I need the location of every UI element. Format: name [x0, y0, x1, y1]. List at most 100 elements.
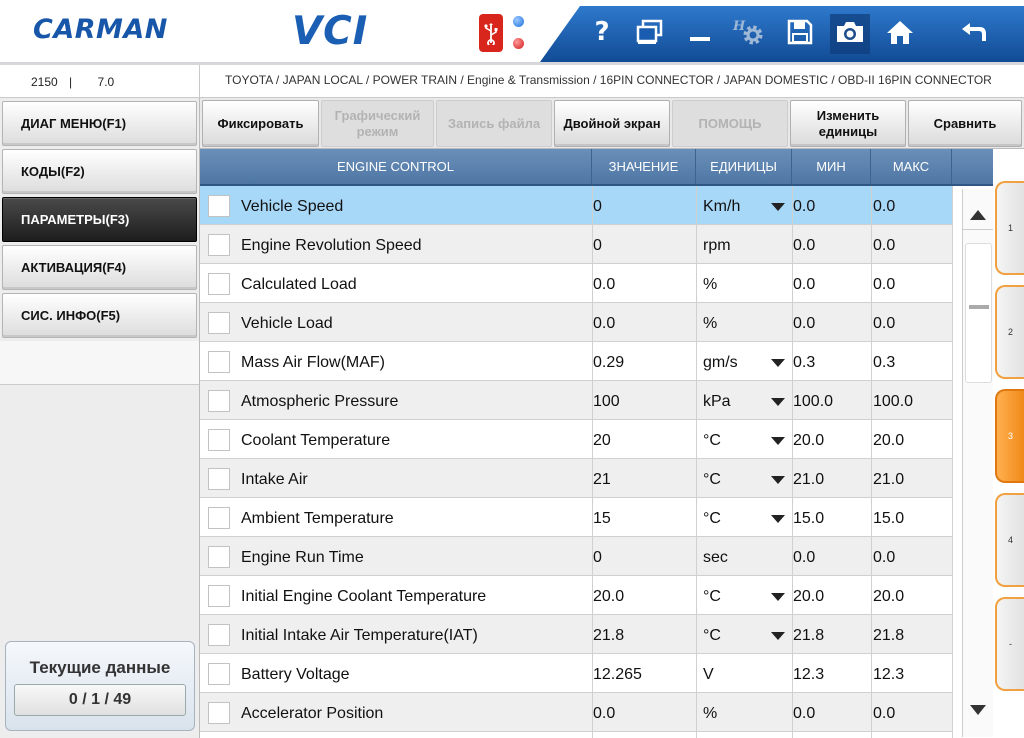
parameter-max: 100.0: [873, 393, 914, 410]
column-header-max: МАКС: [871, 149, 952, 184]
page-tab-1[interactable]: 1: [995, 181, 1024, 275]
row-checkbox[interactable]: [208, 351, 230, 373]
parameter-min: 12.3: [793, 666, 825, 683]
page-tab-4[interactable]: 4: [995, 493, 1024, 587]
unit-dropdown-arrow-icon[interactable]: [771, 515, 785, 523]
table-scrollbar[interactable]: [962, 189, 994, 737]
freeze-button[interactable]: Фиксировать: [202, 100, 319, 147]
table-row[interactable]: Calculated Load 0.0% 0.0 0.0: [200, 264, 952, 303]
back-button[interactable]: [956, 14, 992, 50]
scroll-up-arrow-icon[interactable]: [970, 210, 986, 220]
graph-mode-button[interactable]: Графический режим: [321, 100, 434, 147]
home-icon: [887, 21, 913, 44]
column-divider: [696, 186, 697, 738]
unit-dropdown-arrow-icon[interactable]: [771, 476, 785, 484]
parameter-unit: kPa: [703, 393, 731, 410]
page-tab-2[interactable]: 2: [995, 285, 1024, 379]
change-units-button[interactable]: Изменить единицы: [790, 100, 906, 147]
sidebar: ДИАГ МЕНЮ(F1) КОДЫ(F2) ПАРАМЕТРЫ(F3) АКТ…: [0, 98, 200, 738]
parameter-value: 0: [593, 237, 602, 254]
row-checkbox[interactable]: [208, 702, 230, 724]
settings-gear-icon: H: [732, 19, 763, 45]
unit-dropdown-arrow-icon[interactable]: [771, 632, 785, 640]
parameter-name: Mass Air Flow(MAF): [241, 354, 385, 371]
home-button[interactable]: [882, 14, 918, 50]
table-row[interactable]: Coolant Temperature 20 °C 20.0 20.0: [200, 420, 952, 459]
sidebar-item-activation[interactable]: АКТИВАЦИЯ(F4): [2, 245, 197, 290]
unit-dropdown-arrow-icon[interactable]: [771, 398, 785, 406]
unit-dropdown-arrow-icon[interactable]: [771, 203, 785, 211]
parameter-min: 0.0: [793, 237, 816, 254]
table-row[interactable]: Mass Air Flow(MAF) 0.29 gm/s 0.3 0.3: [200, 342, 952, 381]
sidebar-item-parameters[interactable]: ПАРАМЕТРЫ(F3): [2, 197, 197, 242]
parameter-unit: °C: [703, 432, 721, 449]
carman-logo: CARMAN: [33, 14, 168, 45]
table-row[interactable]: Initial Intake Air Temperature(IAT) 21.8 °…: [200, 615, 952, 654]
table-row[interactable]: Atmospheric Pressure 100 kPa 100.0 100.0: [200, 381, 952, 420]
table-row[interactable]: Engine Revolution Speed 0 rpm 0.0 0.0: [200, 225, 952, 264]
table-row[interactable]: Vehicle Speed 0 Km/h 0.0 0.0: [200, 186, 952, 225]
unit-dropdown-arrow-icon[interactable]: [771, 359, 785, 367]
settings-button[interactable]: H: [730, 14, 766, 50]
parameter-unit: °C: [703, 588, 721, 605]
dual-screen-button[interactable]: Двойной экран: [554, 100, 670, 147]
parameter-name: Initial Engine Coolant Temperature: [241, 588, 487, 605]
row-checkbox[interactable]: [208, 312, 230, 334]
parameter-max: 0.3: [873, 354, 896, 371]
unit-dropdown-arrow-icon[interactable]: [771, 593, 785, 601]
parameter-value: 20: [593, 432, 611, 449]
header-divider: [0, 62, 1024, 65]
scroll-thumb[interactable]: [965, 243, 992, 383]
sidebar-item-system-info[interactable]: СИС. ИНФО(F5): [2, 293, 197, 338]
table-row[interactable]: Initial Engine Coolant Temperature 20.0 °C…: [200, 576, 952, 615]
row-checkbox[interactable]: [208, 546, 230, 568]
parameter-name: Accelerator Position: [241, 705, 384, 722]
save-button[interactable]: [782, 14, 818, 50]
sidebar-item-diag-menu[interactable]: ДИАГ МЕНЮ(F1): [2, 101, 197, 146]
parameter-max: 15.0: [873, 510, 905, 527]
version-info: 2150 | 7.0: [31, 75, 118, 89]
table-row[interactable]: Vehicle Load 0.0% 0.0 0.0: [200, 303, 952, 342]
back-arrow-icon: [962, 23, 986, 41]
parameter-max: 0.0: [873, 198, 896, 215]
scroll-down-arrow-icon[interactable]: [970, 705, 986, 715]
parameter-unit: °C: [703, 627, 721, 644]
compare-button[interactable]: Сравнить: [908, 100, 1022, 147]
parameter-min: 21.0: [793, 471, 825, 488]
dual-window-button[interactable]: [632, 14, 668, 50]
column-header-value: ЗНАЧЕНИЕ: [592, 149, 696, 184]
row-checkbox[interactable]: [208, 663, 230, 685]
parameter-name: Engine Run Time: [241, 549, 364, 566]
screenshot-button[interactable]: [832, 14, 868, 50]
help-text-button[interactable]: ПОМОЩЬ: [672, 100, 788, 147]
parameter-value: 0: [593, 549, 602, 566]
minimize-button[interactable]: [682, 14, 718, 50]
parameter-max: 21.0: [873, 471, 905, 488]
parameter-max: 0.0: [873, 315, 896, 332]
row-checkbox[interactable]: [208, 624, 230, 646]
help-button[interactable]: ?: [584, 14, 620, 50]
parameter-min: 0.0: [793, 276, 816, 293]
table-row[interactable]: Intake Air 21 °C 21.0 21.0: [200, 459, 952, 498]
table-row[interactable]: Battery Voltage 12.265 V 12.3 12.3: [200, 654, 952, 693]
row-checkbox[interactable]: [208, 390, 230, 412]
page-tab-3[interactable]: 3: [995, 389, 1024, 483]
record-file-button[interactable]: Запись файла: [436, 100, 552, 147]
row-checkbox[interactable]: [208, 234, 230, 256]
row-checkbox[interactable]: [208, 195, 230, 217]
row-checkbox[interactable]: [208, 273, 230, 295]
row-checkbox[interactable]: [208, 429, 230, 451]
row-checkbox[interactable]: [208, 507, 230, 529]
unit-dropdown-arrow-icon[interactable]: [771, 437, 785, 445]
parameter-min: 0.0: [793, 705, 816, 722]
parameter-min: 0.3: [793, 354, 816, 371]
parameter-value: 20.0: [593, 588, 625, 605]
row-checkbox[interactable]: [208, 468, 230, 490]
table-row[interactable]: Accelerator Position 0.0% 0.0 0.0: [200, 693, 952, 732]
page-tab-5[interactable]: -: [995, 597, 1024, 691]
table-row[interactable]: Ambient Temperature 15 °C 15.0 15.0: [200, 498, 952, 537]
row-checkbox[interactable]: [208, 585, 230, 607]
sidebar-item-codes[interactable]: КОДЫ(F2): [2, 149, 197, 194]
table-row[interactable]: Engine Run Time 0 sec 0.0 0.0: [200, 537, 952, 576]
question-icon: ?: [594, 17, 610, 47]
